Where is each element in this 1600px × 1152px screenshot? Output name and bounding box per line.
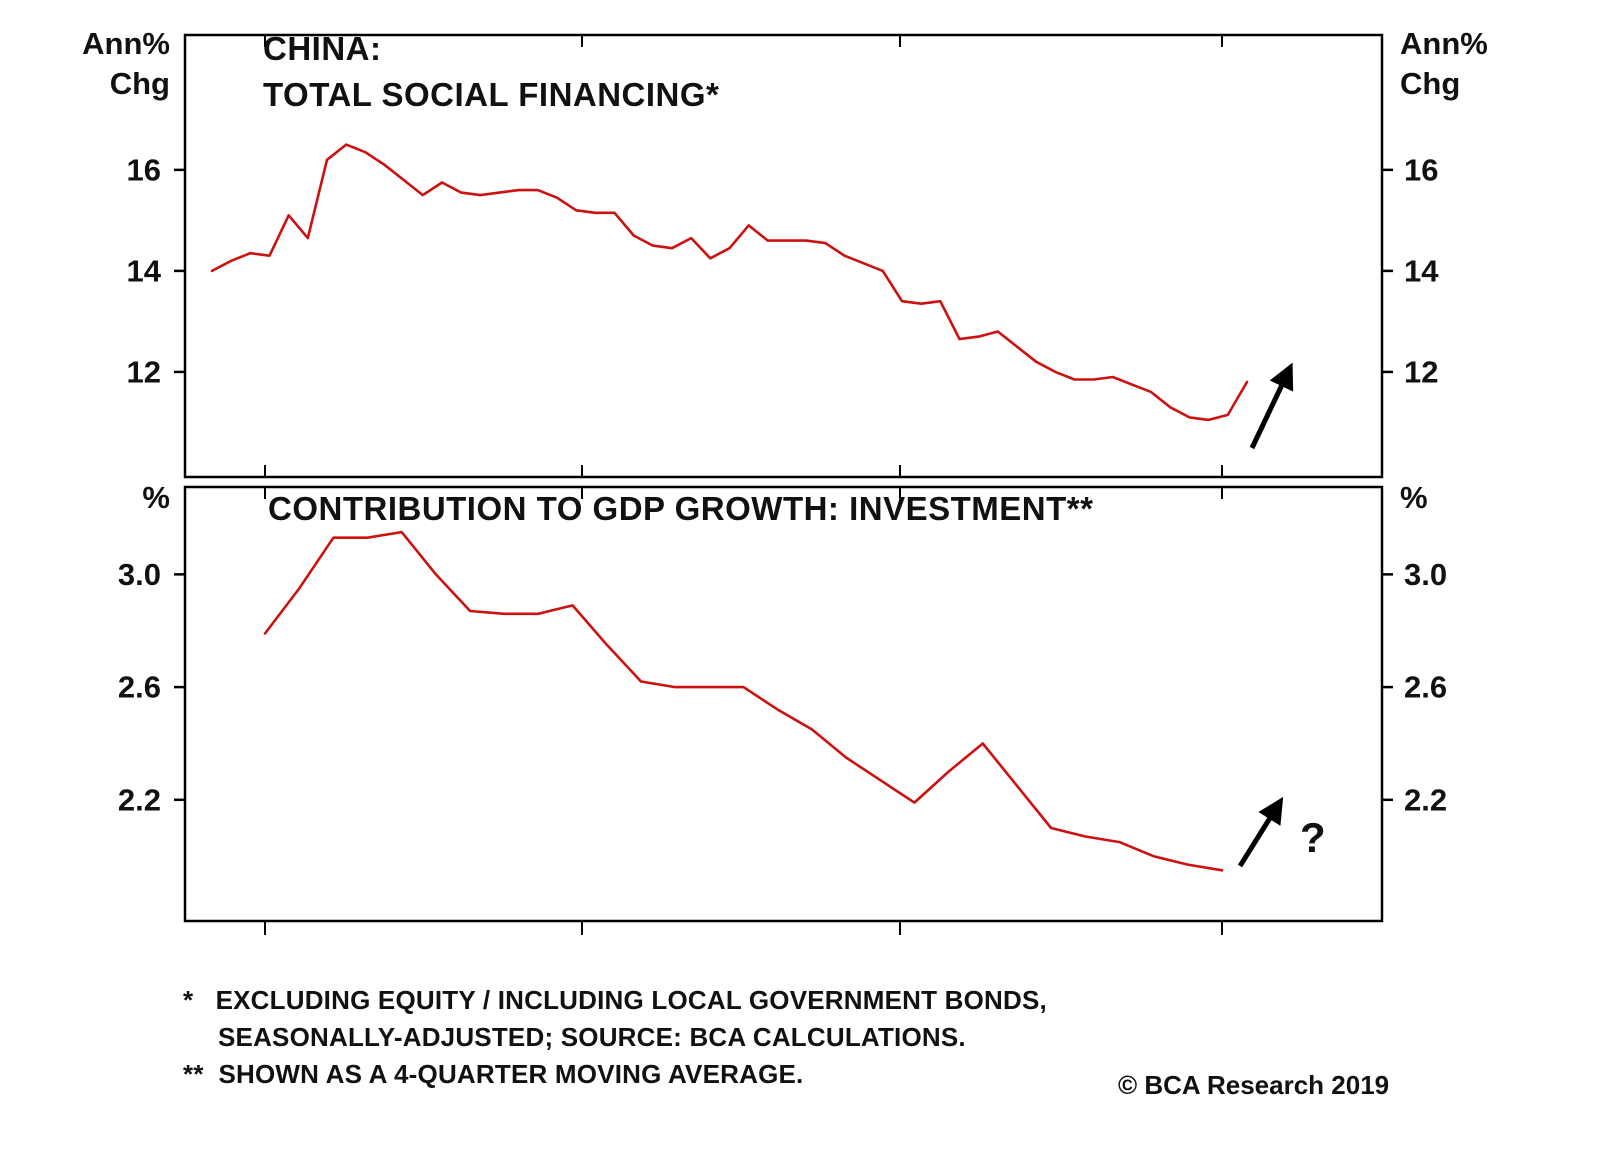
total-social-financing-line bbox=[210, 143, 1249, 422]
footnote-double-asterisk: ** SHOWN AS A 4-QUARTER MOVING AVERAGE. bbox=[183, 1059, 804, 1089]
ytick-label-right: 16 bbox=[1404, 152, 1438, 187]
axis-unit-line: Chg bbox=[109, 66, 170, 102]
axis-unit-line: Chg bbox=[1400, 66, 1461, 102]
ytick-label-right: 2.2 bbox=[1404, 782, 1447, 817]
top-right-axis-unit: Ann% Chg bbox=[1400, 24, 1510, 105]
ytick-label-left: 2.6 bbox=[118, 670, 161, 705]
ytick-label-right: 14 bbox=[1404, 253, 1439, 288]
bottom-right-axis-unit: % bbox=[1400, 480, 1428, 515]
ytick-label-left: 3.0 bbox=[118, 557, 161, 592]
ytick-label-left: 14 bbox=[127, 253, 162, 288]
axis-unit-line: Ann% bbox=[1400, 26, 1488, 61]
bottom-panel-title: CONTRIBUTION TO GDP GROWTH: INVESTMENT** bbox=[268, 490, 1094, 527]
investment-contribution-line bbox=[263, 530, 1224, 872]
footnote-asterisk-line2: SEASONALLY-ADJUSTED; SOURCE: BCA CALCULA… bbox=[218, 1022, 966, 1052]
top-left-axis-unit: Ann% Chg bbox=[70, 24, 170, 105]
ytick-label-left: 16 bbox=[127, 152, 161, 187]
footnote-asterisk-line1: * EXCLUDING EQUITY / INCLUDING LOCAL GOV… bbox=[183, 985, 1047, 1015]
bottom-left-axis-unit: % bbox=[142, 480, 170, 515]
panel-frame-1 bbox=[183, 485, 1384, 923]
ytick-label-right: 2.6 bbox=[1404, 670, 1447, 705]
question-mark-annotation: ? bbox=[1300, 814, 1326, 861]
panel-frame-0 bbox=[183, 33, 1384, 479]
ytick-label-left: 2.2 bbox=[118, 782, 161, 817]
copyright-notice: © BCA Research 2019 bbox=[1118, 1070, 1390, 1100]
trend-up-arrow bbox=[1249, 362, 1294, 450]
ytick-label-left: 12 bbox=[127, 354, 161, 389]
ytick-label-right: 12 bbox=[1404, 354, 1438, 389]
top-panel-title-line1: CHINA: bbox=[263, 30, 382, 67]
ytick-label-right: 3.0 bbox=[1404, 557, 1447, 592]
axis-unit-line: Ann% bbox=[82, 26, 170, 61]
trend-up-arrow bbox=[1237, 796, 1284, 868]
top-panel-title-line2: TOTAL SOCIAL FINANCING* bbox=[263, 76, 720, 113]
